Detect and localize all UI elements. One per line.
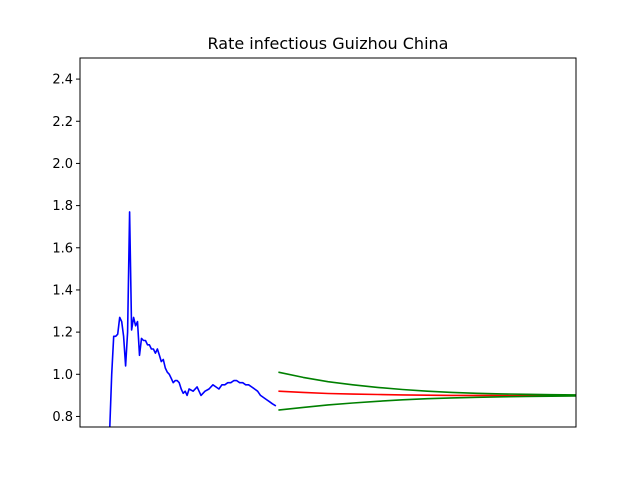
series-line-3	[278, 371, 576, 396]
plot-frame	[79, 57, 577, 428]
y-tick-label: 2.2	[52, 115, 73, 130]
y-axis: 0.8 1.0 1.2 1.4 1.6 1.8 2.0 2.2 2.4	[52, 73, 80, 425]
y-tick-label: 1.2	[52, 326, 73, 341]
y-tick-label: 1.0	[52, 368, 73, 383]
y-tick-label: 1.8	[52, 199, 73, 214]
y-tick-label: 0.8	[52, 410, 73, 425]
y-tick-label: 2.4	[52, 73, 73, 88]
y-tick-label: 1.4	[52, 283, 73, 298]
y-tick-label: 2.0	[52, 157, 73, 172]
series-line-4	[278, 395, 576, 411]
plot-lines	[109, 211, 576, 427]
y-tick-label: 1.6	[52, 241, 73, 256]
series-line-1	[109, 211, 277, 427]
chart-title: Rate infectious Guizhou China	[208, 34, 449, 53]
